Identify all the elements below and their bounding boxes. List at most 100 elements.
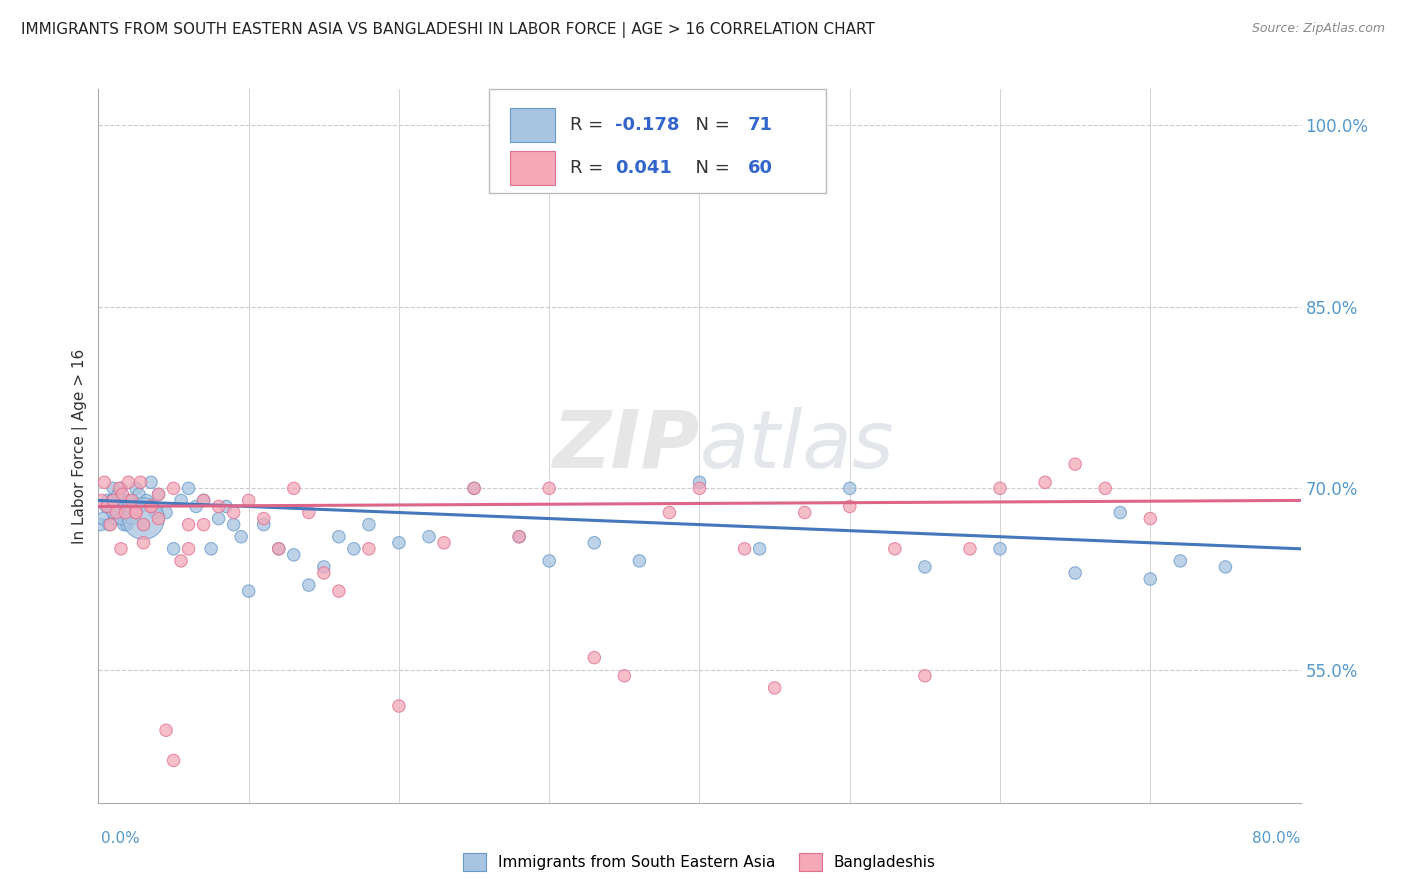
Point: [388, 535, 411, 549]
Point: [1064, 566, 1087, 580]
Point: [343, 541, 366, 556]
Point: [463, 481, 485, 495]
Point: [114, 506, 136, 520]
Point: [122, 493, 145, 508]
Point: [222, 506, 245, 520]
Point: [959, 541, 981, 556]
Point: [155, 723, 177, 738]
Point: [463, 481, 485, 495]
Legend: Immigrants from South Eastern Asia, Bangladeshis: Immigrants from South Eastern Asia, Bang…: [457, 847, 942, 877]
Point: [101, 493, 124, 508]
Point: [132, 511, 155, 525]
Point: [357, 541, 380, 556]
Text: N =: N =: [683, 159, 735, 177]
Point: [538, 554, 561, 568]
Point: [1094, 481, 1116, 495]
Point: [508, 530, 530, 544]
Point: [105, 506, 128, 520]
Point: [145, 506, 167, 520]
Point: [1109, 506, 1132, 520]
Point: [132, 517, 155, 532]
Point: [94, 500, 117, 514]
Point: [125, 481, 148, 495]
Text: ZIP: ZIP: [553, 407, 700, 485]
Text: IMMIGRANTS FROM SOUTH EASTERN ASIA VS BANGLADESHI IN LABOR FORCE | AGE > 16 CORR: IMMIGRANTS FROM SOUTH EASTERN ASIA VS BA…: [21, 22, 875, 38]
Point: [988, 541, 1011, 556]
Point: [104, 511, 127, 525]
Point: [125, 506, 148, 520]
Point: [170, 554, 193, 568]
Point: [283, 548, 305, 562]
Point: [914, 560, 936, 574]
Point: [148, 511, 170, 525]
Point: [110, 511, 132, 525]
FancyBboxPatch shape: [489, 89, 825, 193]
Point: [312, 560, 335, 574]
Point: [238, 584, 260, 599]
Point: [628, 554, 651, 568]
Point: [298, 506, 321, 520]
Point: [139, 500, 162, 514]
Point: [91, 511, 114, 525]
Point: [1170, 554, 1192, 568]
Point: [689, 475, 711, 490]
Point: [100, 517, 122, 532]
Point: [238, 493, 260, 508]
Point: [328, 530, 350, 544]
Point: [129, 475, 152, 490]
Point: [508, 530, 530, 544]
Point: [112, 517, 135, 532]
Point: [267, 541, 290, 556]
Point: [763, 681, 786, 695]
Point: [184, 500, 207, 514]
Point: [121, 493, 143, 508]
Text: 71: 71: [748, 116, 772, 134]
Point: [103, 493, 125, 508]
Point: [253, 517, 276, 532]
Point: [114, 500, 136, 514]
Point: [110, 481, 132, 495]
Point: [193, 517, 215, 532]
Point: [793, 506, 815, 520]
Point: [298, 578, 321, 592]
Point: [132, 517, 155, 532]
Point: [110, 541, 132, 556]
Point: [193, 493, 215, 508]
Text: 0.041: 0.041: [616, 159, 672, 177]
Point: [121, 511, 143, 525]
Point: [658, 506, 681, 520]
Text: 60: 60: [748, 159, 772, 177]
Point: [125, 506, 148, 520]
Point: [231, 530, 253, 544]
Text: 0.0%: 0.0%: [101, 831, 141, 846]
Point: [253, 511, 276, 525]
Point: [117, 493, 139, 508]
Point: [433, 535, 456, 549]
Point: [914, 669, 936, 683]
Text: Source: ZipAtlas.com: Source: ZipAtlas.com: [1251, 22, 1385, 36]
Point: [283, 481, 305, 495]
Point: [177, 541, 200, 556]
Point: [538, 481, 561, 495]
Point: [1033, 475, 1056, 490]
Point: [177, 517, 200, 532]
Point: [90, 493, 112, 508]
Point: [748, 541, 770, 556]
Point: [689, 481, 711, 495]
Point: [838, 481, 860, 495]
Point: [357, 517, 380, 532]
Point: [117, 500, 139, 514]
Point: [135, 493, 157, 508]
Point: [170, 493, 193, 508]
Point: [103, 506, 125, 520]
Point: [115, 517, 138, 532]
Point: [105, 506, 128, 520]
Point: [193, 493, 215, 508]
Point: [93, 475, 115, 490]
Point: [129, 500, 152, 514]
Text: 80.0%: 80.0%: [1253, 831, 1301, 846]
Text: N =: N =: [683, 116, 735, 134]
Point: [177, 481, 200, 495]
Point: [583, 535, 606, 549]
Point: [222, 517, 245, 532]
